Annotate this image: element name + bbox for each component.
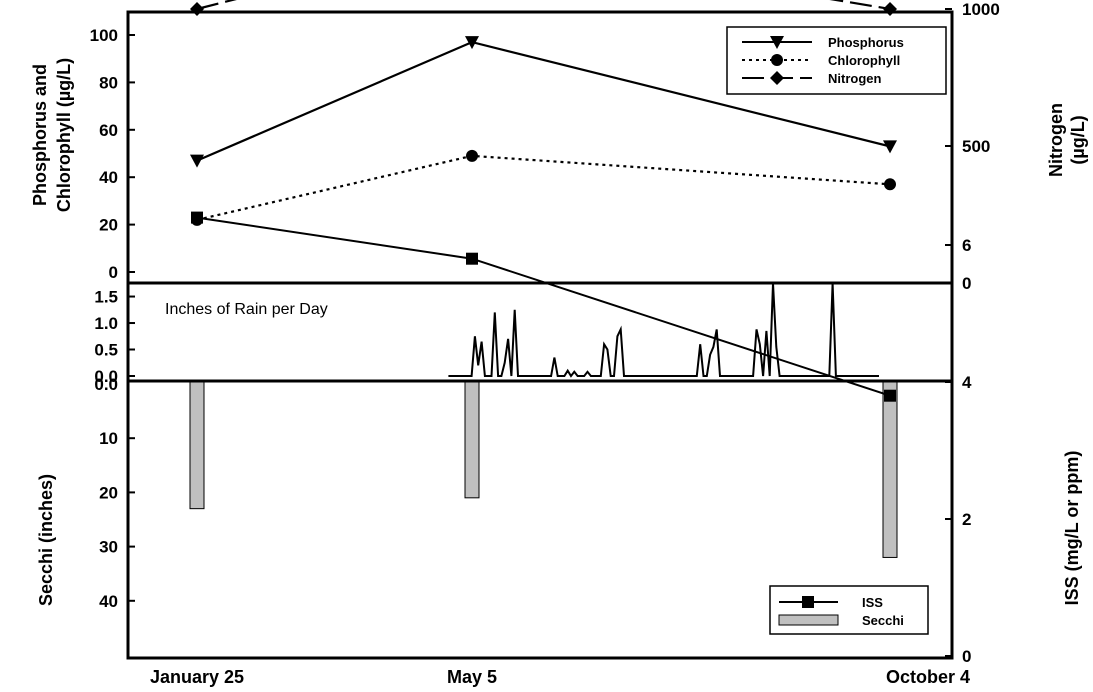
secchi-bar xyxy=(464,381,480,499)
phosphorus-point xyxy=(465,36,479,50)
legend-marker xyxy=(770,36,784,49)
top-right-axis-title-line1: Nitrogen xyxy=(1046,103,1066,177)
top-legend: Phosphorus Chlorophyll Nitrogen xyxy=(726,26,947,95)
series-nitrogen xyxy=(190,0,897,16)
nitrogen-line xyxy=(196,0,891,11)
top-left-tick-label: 20 xyxy=(99,216,118,235)
iss-point xyxy=(466,252,478,265)
bottom-left-tick-label: 20 xyxy=(99,483,118,502)
iss-point xyxy=(884,389,896,402)
top-right-tick-label: 0 xyxy=(962,274,971,293)
nitrogen-point xyxy=(883,2,897,16)
rain-line xyxy=(448,283,879,378)
top-right-tick-label: 500 xyxy=(962,137,990,156)
top-left-tick-label: 40 xyxy=(99,168,118,187)
top-left-tick-label: 80 xyxy=(99,73,118,92)
chlorophyll-line xyxy=(196,154,891,221)
rain-tick-label: 0.0 xyxy=(94,367,118,386)
top-left-tick-label: 60 xyxy=(99,121,118,140)
x-tick-label: May 5 xyxy=(447,667,497,687)
rain-tick-label: 0.5 xyxy=(94,341,118,360)
bottom-left-tick-label: 40 xyxy=(99,592,118,611)
nitrogen-point xyxy=(190,2,204,16)
bottom-legend: ISS Secchi xyxy=(769,585,929,635)
bottom-right-tick-label: 0 xyxy=(962,647,971,666)
x-tick-label: January 25 xyxy=(150,667,244,687)
x-tick-label: October 4 xyxy=(886,667,970,687)
bottom-right-tick-label: 6 xyxy=(962,236,971,255)
series-chlorophyll xyxy=(191,149,896,226)
bottom-left-tick-label: 30 xyxy=(99,538,118,557)
legend-label: Nitrogen xyxy=(828,71,882,86)
bottom-right-tick-label: 4 xyxy=(962,373,972,392)
chlorophyll-point xyxy=(884,178,896,191)
secchi-bar xyxy=(882,381,898,558)
rain-tick-label: 1.5 xyxy=(94,288,118,307)
bottom-right-tick-label: 2 xyxy=(962,510,971,529)
bottom-legend-box xyxy=(769,585,929,635)
legend-swatch xyxy=(778,614,839,626)
top-left-axis-title-line2: Chlorophyll (µg/L) xyxy=(54,58,74,212)
top-right-axis-title-line2: (µg/L) xyxy=(1068,115,1088,164)
phosphorus-point xyxy=(190,154,204,168)
iss-point xyxy=(191,211,203,224)
secchi-bar xyxy=(189,381,205,510)
legend-marker xyxy=(770,71,784,85)
chlorophyll-point xyxy=(466,149,478,162)
legend-label: Phosphorus xyxy=(828,35,904,50)
legend-label: Chlorophyll xyxy=(828,53,900,68)
rain-panel-title: Inches of Rain per Day xyxy=(165,301,328,318)
top-left-tick-label: 100 xyxy=(90,26,118,45)
top-right-tick-label: 1000 xyxy=(962,0,1000,19)
bottom-right-axis-title: ISS (mg/L or ppm) xyxy=(1062,451,1082,606)
legend-label: Secchi xyxy=(862,613,904,628)
top-left-tick-label: 0 xyxy=(109,263,118,282)
bottom-left-axis-title: Secchi (inches) xyxy=(36,474,56,606)
legend-marker xyxy=(771,54,783,66)
top-left-axis-title-line1: Phosphorus and xyxy=(30,64,50,206)
phosphorus-point xyxy=(883,140,897,154)
legend-marker xyxy=(802,596,814,608)
series-phosphorus xyxy=(190,36,897,168)
rain-tick-label: 1.0 xyxy=(94,314,118,333)
series-iss xyxy=(191,211,896,402)
rain-panel-frame xyxy=(126,281,954,383)
legend-label: ISS xyxy=(862,595,883,610)
bottom-left-tick-label: 0.0 xyxy=(94,375,118,394)
bottom-left-tick-label: 10 xyxy=(99,429,118,448)
